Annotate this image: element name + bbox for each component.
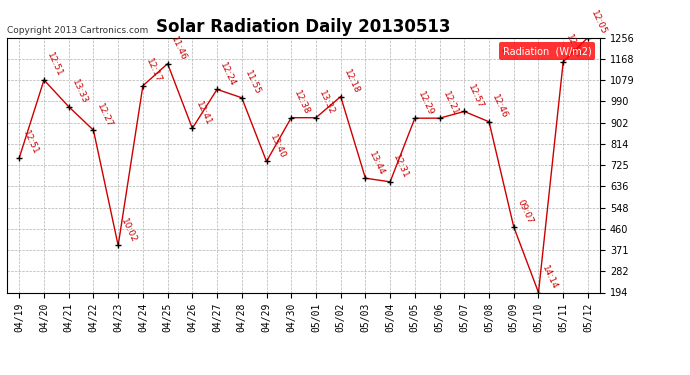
Text: 12:24: 12:24 bbox=[219, 61, 237, 88]
Text: 12:41: 12:41 bbox=[194, 100, 213, 127]
Text: 13:40: 13:40 bbox=[268, 133, 287, 160]
Text: 12:21: 12:21 bbox=[564, 33, 584, 60]
Text: 11:55: 11:55 bbox=[243, 69, 262, 96]
Text: 14:14: 14:14 bbox=[540, 264, 559, 291]
Text: 12:27: 12:27 bbox=[95, 102, 114, 129]
Title: Solar Radiation Daily 20130513: Solar Radiation Daily 20130513 bbox=[157, 18, 451, 36]
Text: 12:51: 12:51 bbox=[21, 129, 40, 156]
Text: 12:21: 12:21 bbox=[441, 90, 460, 117]
Text: 11:46: 11:46 bbox=[169, 35, 188, 62]
Text: 12:38: 12:38 bbox=[293, 89, 312, 116]
Legend: Radiation  (W/m2): Radiation (W/m2) bbox=[499, 42, 595, 60]
Text: Copyright 2013 Cartronics.com: Copyright 2013 Cartronics.com bbox=[7, 26, 148, 35]
Text: 09:07: 09:07 bbox=[515, 198, 534, 225]
Text: 12:17: 12:17 bbox=[144, 57, 164, 84]
Text: 13:33: 13:33 bbox=[70, 78, 89, 105]
Text: 10:02: 10:02 bbox=[119, 217, 139, 244]
Text: 12:18: 12:18 bbox=[342, 68, 361, 95]
Text: 12:29: 12:29 bbox=[416, 90, 435, 117]
Text: 12:31: 12:31 bbox=[391, 153, 411, 180]
Text: 12:46: 12:46 bbox=[491, 93, 509, 120]
Text: 12:57: 12:57 bbox=[466, 83, 485, 110]
Text: 13:44: 13:44 bbox=[367, 150, 386, 177]
Text: 12:05: 12:05 bbox=[589, 9, 609, 36]
Text: 13:32: 13:32 bbox=[317, 89, 337, 116]
Text: 12:51: 12:51 bbox=[46, 51, 64, 79]
